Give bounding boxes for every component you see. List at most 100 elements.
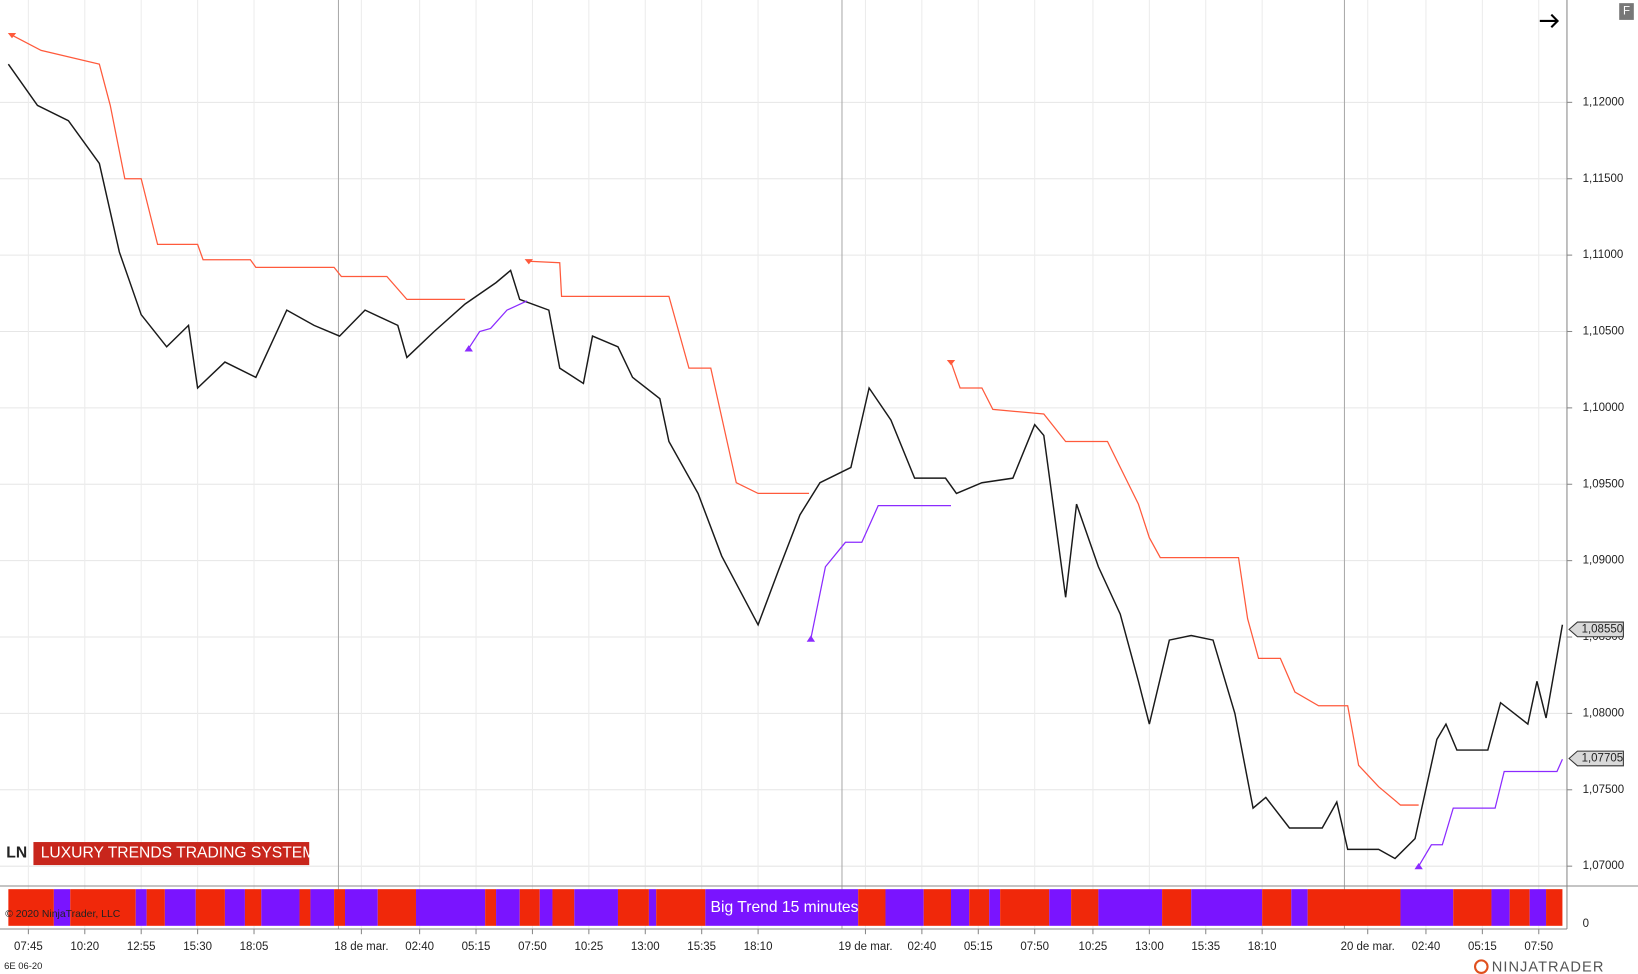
- band-segment: [1049, 889, 1072, 926]
- band-segment: [1453, 889, 1492, 926]
- x-tick-label: 15:35: [687, 941, 716, 953]
- plot: [7, 33, 1564, 870]
- band-segment: [1546, 889, 1563, 926]
- price-marker-label: 1,08550: [1582, 623, 1624, 635]
- x-tick-label: 05:15: [462, 941, 491, 953]
- x-tick-label: 07:50: [1020, 941, 1049, 953]
- band-segment: [950, 889, 970, 926]
- band-segment: [224, 889, 245, 926]
- x-tick-label: 10:20: [70, 941, 99, 953]
- stop-start-marker: [464, 345, 473, 352]
- y-tick-label: 1,07500: [1583, 784, 1625, 796]
- band-segment: [552, 889, 575, 926]
- scroll-arrow[interactable]: [1539, 13, 1560, 28]
- stop-line: [468, 300, 1564, 867]
- x-tick-label: 18:05: [240, 941, 269, 953]
- band-segment: [519, 889, 540, 926]
- band-segment: [8, 889, 54, 926]
- x-tick-label: 13:00: [1135, 941, 1164, 953]
- x-tick-label: 10:25: [1079, 941, 1108, 953]
- stop-start-marker: [946, 359, 956, 366]
- x-tick-label: 07:50: [518, 941, 547, 953]
- band-tick-label: 0: [1583, 918, 1589, 930]
- band-segment: [1000, 889, 1050, 926]
- price-marker: [1568, 750, 1624, 767]
- band-segment: [496, 889, 520, 926]
- band-segment: [648, 889, 657, 926]
- band-segment: [415, 889, 486, 926]
- band-segment: [539, 889, 553, 926]
- trend-band: Big Trend 15 minutes: [8, 889, 1563, 926]
- stop-start-marker: [7, 33, 17, 39]
- band-segment: [923, 889, 951, 926]
- brand-icon: [1473, 959, 1489, 974]
- y-tick-label: 1,10000: [1583, 402, 1625, 414]
- y-tick-label: 1,08000: [1583, 707, 1625, 719]
- x-tick-label: 19 de mar.: [838, 941, 892, 953]
- band-segment: [53, 889, 71, 926]
- band-segment: [705, 889, 859, 926]
- band-segment: [164, 889, 196, 926]
- f-button-label[interactable]: F: [1623, 6, 1630, 18]
- x-tick-label: 02:40: [405, 941, 434, 953]
- price-marker: [1568, 621, 1624, 638]
- band-segment: [617, 889, 649, 926]
- x-tick-label: 07:45: [14, 941, 43, 953]
- x-tick-label: 15:30: [183, 941, 212, 953]
- band-segment: [299, 889, 311, 926]
- band-segment: [195, 889, 225, 926]
- y-tick-label: 1,11500: [1583, 173, 1624, 185]
- x-tick-label: 18:10: [744, 941, 773, 953]
- x-tick-label: 05:15: [1468, 941, 1497, 953]
- stop-start-marker: [524, 259, 533, 265]
- band-segment: [1191, 889, 1263, 926]
- band-segment: [989, 889, 1001, 926]
- x-tick-label: 20 de mar.: [1341, 941, 1395, 953]
- x-tick-label: 15:35: [1191, 941, 1220, 953]
- y-tick-label: 1,10500: [1583, 326, 1625, 338]
- instrument: 6E 06-20: [4, 960, 42, 971]
- band-title: Big Trend 15 minutes: [711, 899, 859, 916]
- band-segment: [70, 889, 136, 926]
- band-segment: [1307, 889, 1401, 926]
- x-tick-label: 18:10: [1248, 941, 1277, 953]
- band-segment: [1262, 889, 1292, 926]
- y-tick-label: 1,12000: [1583, 96, 1625, 108]
- band-segment: [261, 889, 300, 926]
- system-name: LUXURY TRENDS TRADING SYSTEM: [41, 845, 316, 862]
- x-tick-label: 10:25: [574, 941, 603, 953]
- band-segment: [345, 889, 378, 926]
- x-tick-label: 12:55: [127, 941, 156, 953]
- band-segment: [310, 889, 335, 926]
- price-line: [7, 63, 1564, 860]
- band-segment: [1509, 889, 1530, 926]
- copyright: © 2020 NinjaTrader, LLC: [5, 909, 121, 920]
- band-segment: [1529, 889, 1547, 926]
- band-segment: [334, 889, 346, 926]
- band-segment: [485, 889, 497, 926]
- band-segment: [656, 889, 706, 926]
- band-segment: [377, 889, 416, 926]
- f-button[interactable]: [1619, 3, 1634, 20]
- x-tick-label: 18 de mar.: [334, 941, 388, 953]
- band-segment: [1400, 889, 1454, 926]
- band-segment: [244, 889, 262, 926]
- brand-name: NINJATRADER: [1492, 960, 1605, 974]
- system-badge: [33, 842, 310, 866]
- y-tick-label: 1,09500: [1583, 478, 1625, 490]
- x-tick-label: 05:15: [964, 941, 993, 953]
- y-tick-label: 1,11000: [1583, 249, 1624, 261]
- band-segment: [135, 889, 147, 926]
- band-segment: [1071, 889, 1099, 926]
- y-tick-label: 1,09000: [1583, 555, 1625, 567]
- y-tick-label: 1,07000: [1583, 860, 1625, 872]
- band-segment: [1098, 889, 1163, 926]
- band-segment: [574, 889, 618, 926]
- x-tick-label: 02:40: [908, 941, 937, 953]
- band-segment: [885, 889, 924, 926]
- x-tick-label: 02:40: [1412, 941, 1441, 953]
- band-segment: [1162, 889, 1192, 926]
- price-marker-label: 1,07705: [1582, 752, 1624, 764]
- band-segment: [858, 889, 886, 926]
